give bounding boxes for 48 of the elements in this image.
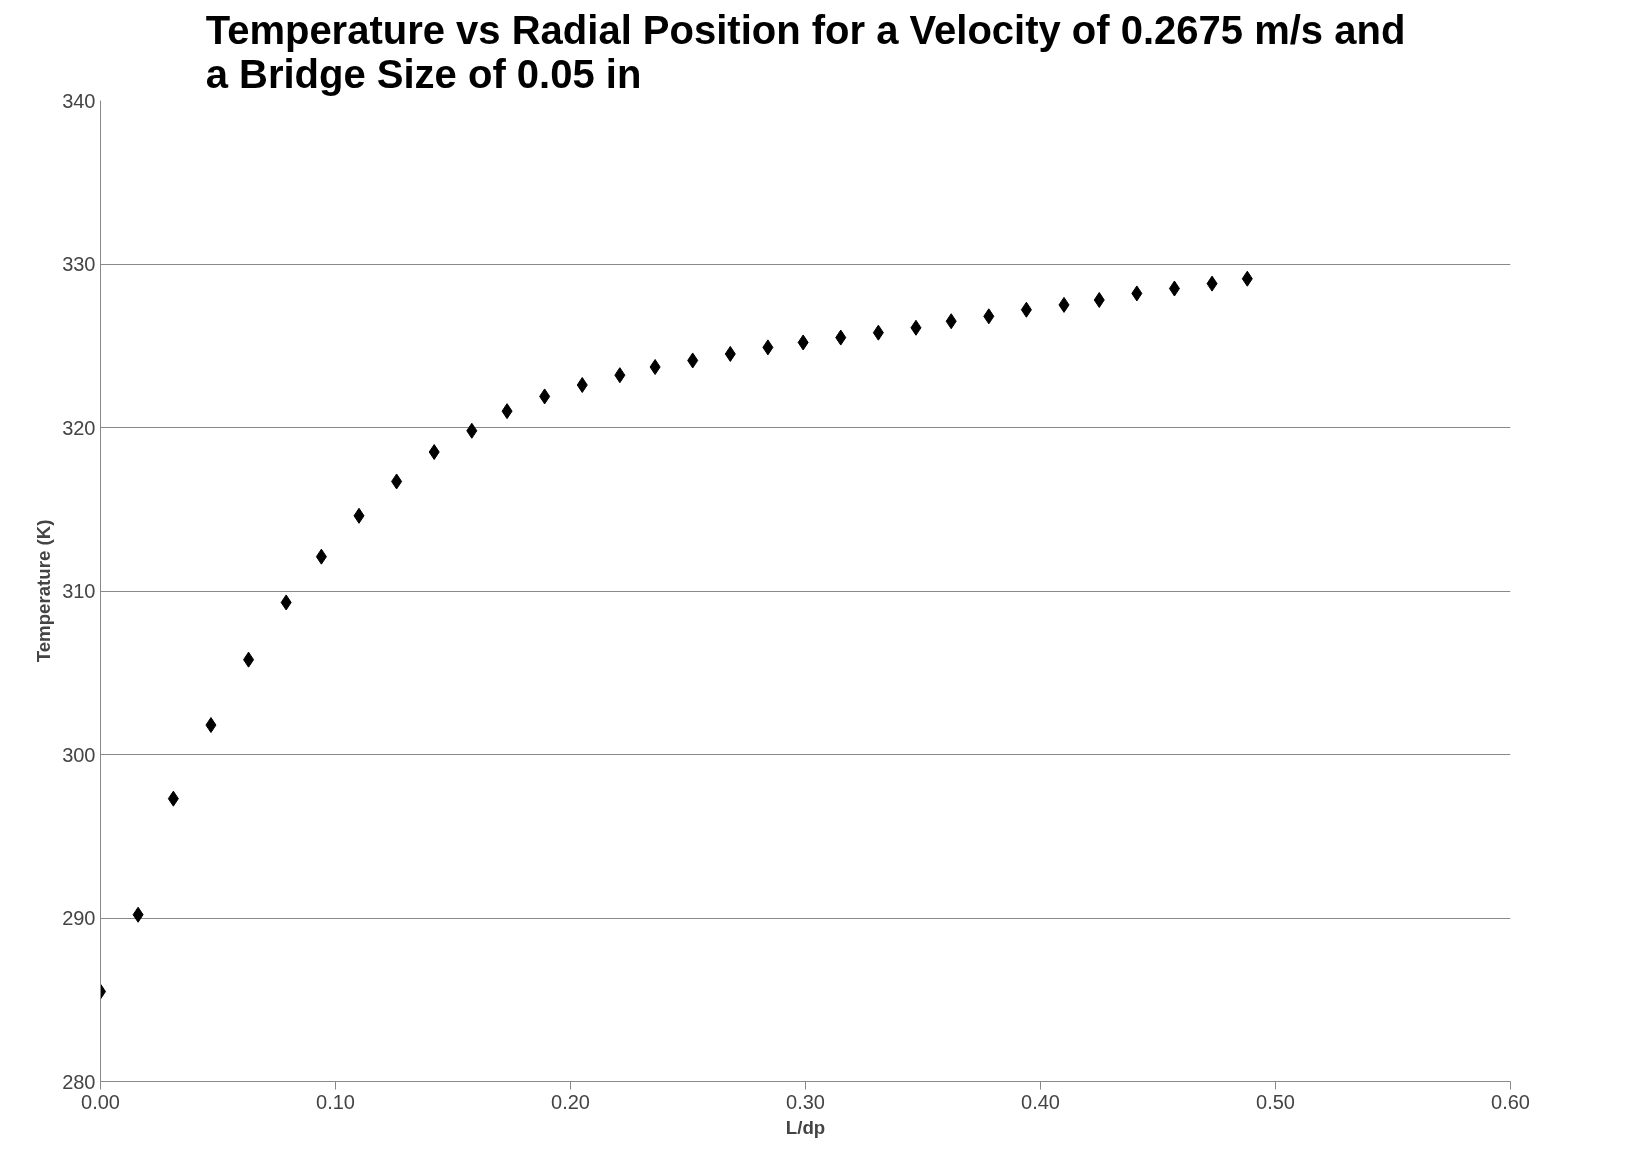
- point: [353, 507, 365, 524]
- point: [1131, 285, 1143, 302]
- point: [1058, 296, 1070, 313]
- point: [391, 473, 403, 490]
- point: [280, 594, 292, 611]
- point: [910, 319, 922, 336]
- y-tick-label: 290: [62, 907, 96, 929]
- x-axis-title: L/dp: [785, 1116, 826, 1138]
- point: [649, 359, 661, 376]
- point: [945, 313, 957, 330]
- chart-title: Temperature vs Radial Position for a Velocity of 0.2675 m/s and a Bridge Size of 0.05 in: [205, 7, 1406, 96]
- y-axis-title: Temperature (K): [33, 519, 55, 663]
- x-tick-label: 0.60: [1491, 1090, 1530, 1113]
- point: [1093, 291, 1105, 308]
- point: [872, 324, 884, 341]
- y-tick-label: 280: [62, 1070, 96, 1093]
- point: [315, 548, 327, 565]
- y-tick-label: 340: [62, 89, 96, 112]
- point: [1020, 301, 1032, 318]
- x-tick-label: 0.10: [316, 1090, 355, 1113]
- point: [983, 308, 995, 325]
- point: [762, 339, 774, 356]
- point: [501, 403, 513, 420]
- y-tick-label: 300: [62, 743, 96, 766]
- x-tick-label: 0.20: [551, 1090, 590, 1113]
- x-tick-label: 0.40: [1021, 1090, 1060, 1113]
- point: [539, 388, 551, 405]
- point: [1168, 280, 1180, 297]
- point: [797, 334, 809, 351]
- point: [687, 352, 699, 369]
- point: [724, 345, 736, 362]
- point: [428, 444, 440, 461]
- point: [576, 376, 588, 393]
- point: [243, 651, 255, 668]
- point: [1206, 275, 1218, 292]
- x-tick-label: 0.30: [786, 1090, 825, 1113]
- y-tick-label: 310: [62, 580, 96, 602]
- point: [205, 717, 217, 734]
- y-tick-label: 320: [62, 416, 96, 439]
- point: [614, 367, 626, 384]
- point: [167, 790, 179, 807]
- x-tick-label: 0.50: [1256, 1090, 1295, 1113]
- point: [835, 329, 847, 346]
- point: [466, 422, 478, 439]
- point: [1241, 270, 1253, 287]
- y-tick-label: 330: [62, 253, 96, 275]
- x-tick-label: 0.00: [81, 1090, 120, 1113]
- point: [132, 906, 144, 923]
